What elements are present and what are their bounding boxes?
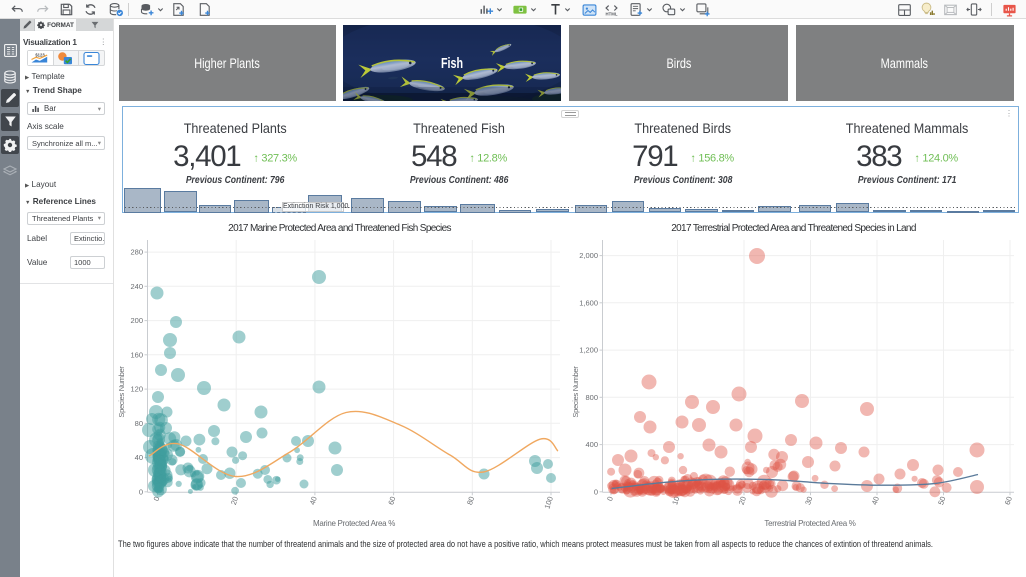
svg-text:$123: $123 <box>36 53 46 58</box>
svg-text:2017 Terrestrial Protected Are: 2017 Terrestrial Protected Area and Thre… <box>671 223 916 234</box>
svg-text:120: 120 <box>130 385 143 394</box>
svg-text:1,600: 1,600 <box>579 298 598 307</box>
svg-text:30: 30 <box>803 495 814 506</box>
svg-text:240: 240 <box>130 282 143 291</box>
svg-text:Species Number: Species Number <box>117 366 126 418</box>
svg-text:Terrestrial Protected Area %: Terrestrial Protected Area % <box>764 519 855 528</box>
svg-text:Species Number: Species Number <box>571 366 580 418</box>
svg-text:20: 20 <box>737 495 748 506</box>
svg-text:0: 0 <box>152 495 162 502</box>
svg-text:800: 800 <box>585 393 598 402</box>
svg-text:400: 400 <box>585 440 598 449</box>
svg-text:Fish: Fish <box>441 54 463 71</box>
svg-text:200: 200 <box>130 316 143 325</box>
svg-text:10: 10 <box>670 495 681 506</box>
svg-text:280: 280 <box>130 248 143 257</box>
svg-text:2,000: 2,000 <box>579 251 598 260</box>
svg-text:100: 100 <box>542 495 554 510</box>
svg-text:20: 20 <box>229 495 240 506</box>
svg-text:1,200: 1,200 <box>579 346 598 355</box>
svg-text:Marine Protected Area %: Marine Protected Area % <box>313 519 395 528</box>
svg-text:80: 80 <box>465 495 476 506</box>
svg-text:0: 0 <box>139 487 143 496</box>
svg-text:40: 40 <box>308 495 319 506</box>
svg-text:40: 40 <box>870 495 881 506</box>
svg-text:80: 80 <box>135 419 143 428</box>
svg-text:2017 Marine Protected Area and: 2017 Marine Protected Area and Threatene… <box>228 223 451 234</box>
svg-text:HTML: HTML <box>606 12 618 17</box>
svg-text:160: 160 <box>130 350 143 359</box>
svg-text:60: 60 <box>386 495 397 506</box>
svg-text:50: 50 <box>936 495 947 506</box>
svg-text:0: 0 <box>594 487 598 496</box>
svg-text:0: 0 <box>605 495 615 502</box>
svg-text:60: 60 <box>1003 495 1014 506</box>
svg-text:40: 40 <box>135 453 143 462</box>
